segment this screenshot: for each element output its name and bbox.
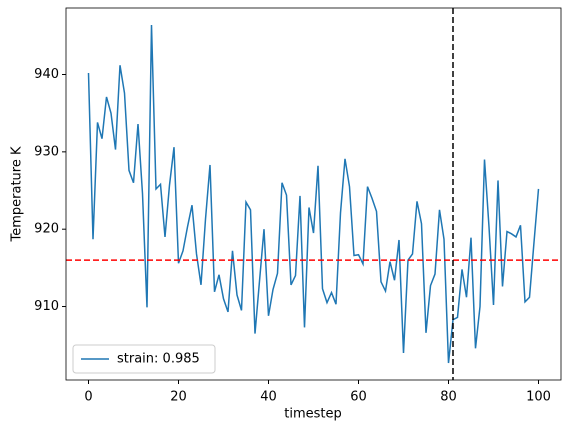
x-tick-label: 80 <box>440 390 457 405</box>
x-tick-label: 100 <box>526 390 551 405</box>
x-axis-label: timestep <box>284 407 342 422</box>
y-axis-label: Temperature K <box>10 146 25 242</box>
data-line <box>87 24 540 364</box>
x-tick-label: 40 <box>260 390 277 405</box>
y-tick-label: 940 <box>34 67 59 82</box>
plot-frame <box>65 7 562 381</box>
x-tick-label: 0 <box>84 390 92 405</box>
legend-box <box>72 344 216 374</box>
y-tick-label: 910 <box>34 299 59 314</box>
x-tick-label: 60 <box>350 390 367 405</box>
legend-label: strain: 0.985 <box>117 352 200 367</box>
x-tick-label: 20 <box>170 390 187 405</box>
y-tick-label: 920 <box>34 222 59 237</box>
y-tick-label: 930 <box>34 144 59 159</box>
